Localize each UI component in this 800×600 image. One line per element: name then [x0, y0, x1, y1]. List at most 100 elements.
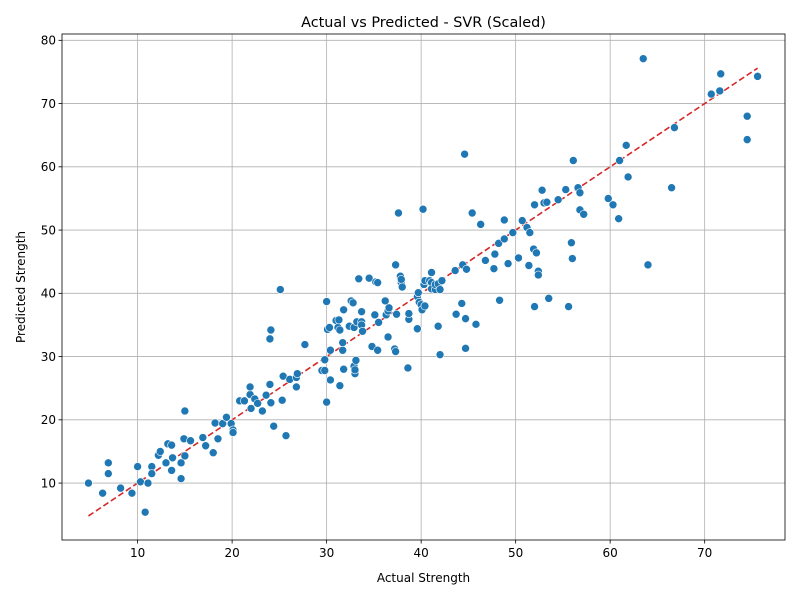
x-axis-label: Actual Strength: [377, 571, 470, 585]
data-point: [608, 200, 618, 210]
data-point: [186, 436, 195, 445]
data-point: [433, 321, 443, 331]
data-point: [364, 273, 374, 283]
data-point: [461, 344, 470, 353]
data-point: [553, 195, 563, 205]
data-point: [537, 185, 547, 195]
x-tick-label: 70: [697, 546, 712, 560]
data-point: [222, 412, 231, 422]
data-point: [614, 214, 623, 223]
x-tick-label: 20: [224, 546, 239, 560]
data-point: [525, 228, 535, 237]
data-point: [503, 259, 513, 268]
data-point: [564, 302, 573, 311]
data-point: [176, 458, 186, 468]
data-point: [176, 474, 186, 483]
data-point: [420, 301, 430, 311]
data-point: [339, 364, 348, 374]
data-point: [544, 294, 554, 303]
data-point: [621, 141, 631, 150]
y-tick-label: 40: [41, 287, 56, 301]
data-point: [542, 197, 552, 207]
data-point: [615, 156, 624, 165]
x-tick-label: 60: [603, 546, 618, 560]
data-point: [338, 338, 347, 347]
data-point: [104, 469, 113, 478]
data-point: [495, 295, 504, 305]
data-point: [84, 478, 93, 488]
data-point: [253, 399, 262, 408]
data-point: [603, 194, 613, 203]
data-point: [261, 390, 271, 400]
data-point: [396, 275, 406, 284]
data-point: [167, 440, 176, 450]
data-point: [380, 296, 390, 306]
data-point: [320, 355, 330, 365]
data-point: [258, 406, 267, 416]
data-point: [706, 89, 716, 99]
data-point: [568, 254, 577, 263]
data-point: [116, 483, 125, 493]
data-point: [246, 404, 256, 413]
data-point: [567, 238, 576, 248]
data-point: [435, 350, 445, 359]
data-point: [351, 356, 361, 365]
data-point: [397, 282, 407, 292]
data-point: [326, 375, 335, 385]
data-point: [127, 488, 137, 498]
data-point: [450, 266, 460, 275]
data-point: [437, 276, 447, 285]
data-point: [427, 268, 436, 277]
x-tick-label: 30: [319, 546, 334, 560]
data-point: [277, 395, 287, 405]
data-point: [374, 318, 383, 327]
data-point: [715, 86, 725, 96]
data-point: [136, 477, 145, 487]
data-point: [228, 428, 238, 437]
data-point: [742, 111, 752, 121]
data-point: [240, 396, 249, 406]
data-point: [490, 249, 500, 259]
data-point: [391, 260, 400, 270]
data-point: [481, 256, 490, 265]
y-tick-label: 30: [41, 350, 56, 364]
data-point: [143, 478, 153, 488]
data-point: [403, 363, 413, 373]
data-point: [348, 298, 358, 308]
data-point: [373, 278, 382, 287]
y-tick-label: 20: [41, 413, 56, 427]
data-point: [180, 451, 190, 461]
grid-lines: [62, 34, 785, 540]
data-point: [489, 264, 499, 273]
data-point: [265, 334, 275, 344]
data-point: [266, 325, 276, 335]
data-point: [168, 453, 177, 463]
data-point: [753, 72, 762, 81]
y-tick-label: 10: [41, 476, 56, 490]
data-point: [245, 382, 255, 392]
x-tick-label: 40: [413, 546, 428, 560]
data-point: [98, 488, 107, 498]
data-point: [147, 469, 157, 478]
data-point: [667, 183, 676, 192]
x-tick-label: 50: [508, 546, 523, 560]
data-point: [530, 200, 539, 210]
data-point: [561, 185, 571, 194]
data-point: [293, 369, 302, 378]
data-point: [334, 315, 344, 325]
data-point: [514, 253, 523, 263]
data-point: [476, 220, 485, 229]
data-point: [418, 204, 428, 214]
data-point: [322, 297, 331, 306]
data-point: [357, 307, 366, 316]
data-point: [534, 270, 543, 280]
data-point: [335, 381, 345, 390]
data-point: [140, 507, 150, 517]
data-point: [568, 156, 578, 165]
data-point: [335, 325, 345, 335]
axis-ticks: 10 20 30 40 50 60 70 10 20 30 40 50 60 70 80: [41, 34, 713, 560]
data-point: [742, 135, 752, 144]
data-point: [326, 345, 335, 355]
data-point: [575, 188, 585, 198]
